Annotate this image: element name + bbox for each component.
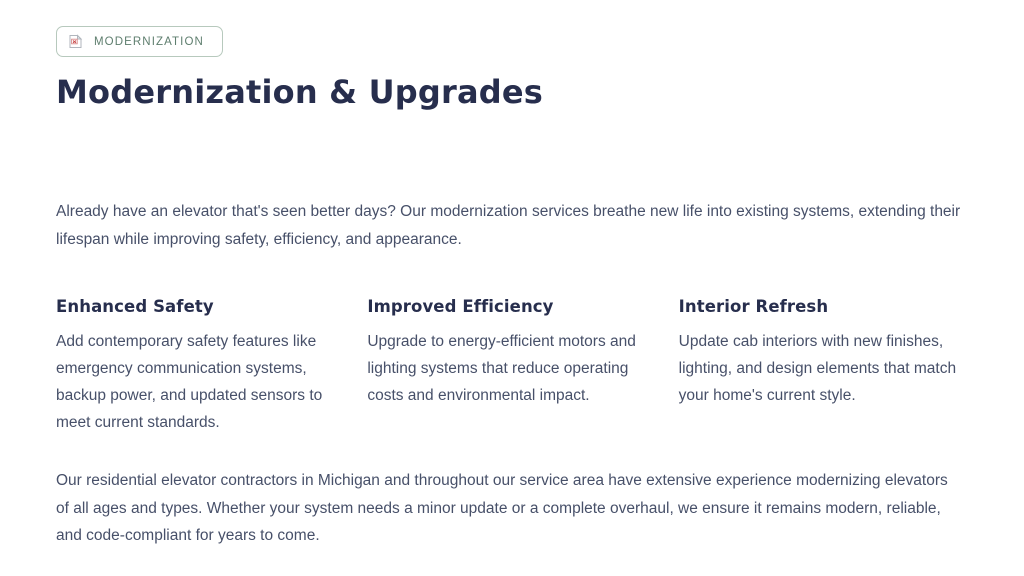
feature-description: Update cab interiors with new finishes, … [678,333,957,404]
intro-paragraph: Already have an elevator that's seen bet… [56,203,961,248]
feature-description: Add contemporary safety features like em… [56,333,323,431]
outro-paragraph: Our residential elevator contractors in … [56,472,948,544]
feature-title: Improved Efficiency [367,297,554,316]
feature-enhanced-safety: Enhanced Safety Add contemporary safety … [56,297,345,436]
feature-interior-refresh: Interior Refresh Update cab interiors wi… [679,297,968,436]
modernization-badge[interactable]: MODERNIZATION [56,26,223,57]
feature-columns: Enhanced Safety Add contemporary safety … [56,297,968,436]
feature-title: Interior Refresh [678,297,829,316]
feature-improved-efficiency: Improved Efficiency Upgrade to energy-ef… [367,297,656,436]
feature-title: Enhanced Safety [56,297,214,316]
badge-label: MODERNIZATION [94,35,204,48]
broken-image-icon [67,33,84,50]
feature-description: Upgrade to energy-efficient motors and l… [367,333,636,404]
page-title: Modernization & Upgrades [56,73,544,111]
